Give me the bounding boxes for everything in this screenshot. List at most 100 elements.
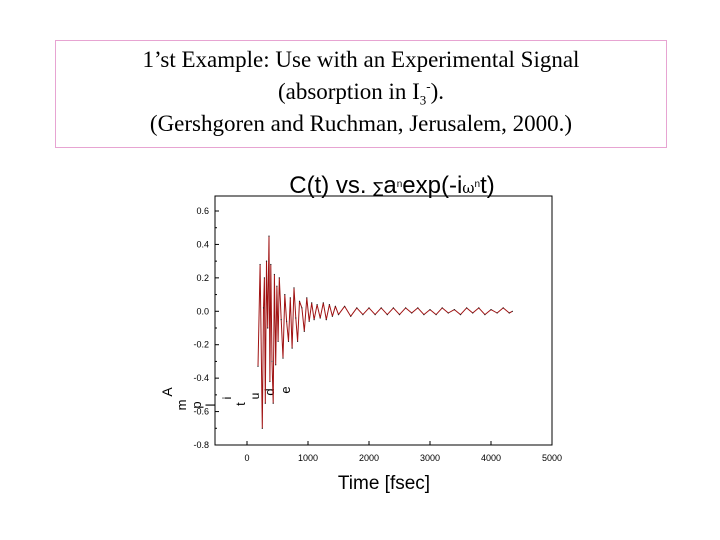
x-tick-label: 5000 (542, 453, 562, 463)
slide-title-line-1: 1’st Example: Use with an Experimental S… (142, 47, 580, 72)
data-point (267, 327, 269, 329)
x-tick-label: 3000 (420, 453, 440, 463)
data-point (362, 314, 364, 316)
data-point (331, 315, 333, 317)
data-point (286, 320, 288, 322)
data-point (490, 309, 492, 311)
data-point (275, 364, 277, 366)
data-point (261, 427, 263, 429)
y-tick-label: -0.6 (193, 407, 209, 417)
data-point (511, 310, 513, 312)
data-point (319, 317, 321, 319)
data-point (398, 314, 401, 316)
slide-title-line-3: (Gershgoren and Ruchman, Jerusalem, 2000… (149, 111, 573, 136)
data-point (276, 285, 278, 287)
data-point (270, 263, 272, 266)
data-point (380, 307, 382, 309)
data-point (350, 315, 352, 317)
data-point (297, 340, 299, 342)
data-point (435, 314, 437, 316)
data-point (374, 314, 376, 316)
data-point (459, 314, 462, 316)
data-point (316, 304, 318, 306)
data-point (313, 319, 315, 321)
data-point (301, 307, 303, 309)
data-point (429, 309, 431, 311)
plot-frame (214, 195, 553, 446)
data-point (262, 307, 265, 309)
data-point (268, 235, 270, 237)
data-point (334, 305, 336, 307)
data-point (508, 312, 510, 314)
y-axis-label-char: A (159, 387, 175, 397)
data-point (356, 307, 358, 309)
data-point (502, 307, 504, 309)
x-tick-label: 4000 (481, 453, 501, 463)
data-point (453, 309, 455, 311)
x-tick-label: 0 (244, 453, 249, 463)
data-point (405, 307, 407, 309)
slide-title-line-2: (absorption in I3-). (56, 76, 666, 108)
data-point (441, 307, 443, 309)
chart-title: C(t) vs. ∑anexp(-iωnt) (289, 172, 495, 199)
data-point (322, 302, 324, 304)
y-axis-ticks: 0.6 0.4 0.2 0.0 -0.2 -0.4 -0.6 -0.8 (193, 206, 219, 450)
data-point (289, 297, 291, 299)
data-point (466, 307, 468, 309)
slide-title-box: 1’st Example: Use with an Experimental S… (55, 40, 667, 148)
data-point (417, 307, 419, 309)
data-point (284, 294, 286, 296)
data-point (328, 304, 330, 306)
data-point (263, 277, 265, 279)
data-point (272, 402, 274, 404)
data-point (478, 307, 480, 309)
data-point (257, 365, 259, 367)
y-axis-label-char: u (248, 393, 262, 400)
data-point (280, 319, 282, 321)
data-point (287, 340, 290, 342)
data-point (423, 314, 425, 316)
data-point (264, 402, 266, 404)
y-axis-label-char: m (174, 400, 189, 411)
title-line-2-superscript: - (426, 78, 431, 94)
x-axis-label: Time [fsec] (338, 473, 430, 494)
data-point (265, 260, 268, 262)
data-point (337, 314, 340, 316)
data-point (291, 347, 293, 349)
title-line-2-post: ). (430, 79, 445, 104)
y-tick-label: 0.0 (196, 306, 209, 316)
data-point (386, 314, 388, 316)
data-point (269, 380, 271, 383)
y-axis-label-char: e (278, 386, 293, 393)
title-line-2-subscript: 3 (419, 92, 427, 108)
data-point (293, 287, 295, 289)
data-point (306, 297, 308, 299)
data-point (308, 320, 310, 322)
y-tick-label: 0.4 (196, 239, 209, 249)
data-series (257, 235, 513, 429)
y-tick-label: -0.4 (193, 373, 209, 383)
data-point (278, 277, 280, 279)
title-line-2-pre: (absorption in I (277, 79, 420, 104)
y-tick-label: 0.2 (196, 273, 209, 283)
x-tick-label: 2000 (359, 453, 379, 463)
y-tick-label: 0.6 (196, 206, 209, 216)
data-point (282, 357, 284, 359)
y-tick-label: -0.2 (193, 340, 209, 350)
data-point (411, 312, 413, 314)
data-point (496, 312, 498, 314)
y-axis-label-char: t (233, 402, 248, 406)
data-point (392, 307, 394, 309)
y-tick-label: -0.8 (193, 440, 209, 450)
y-axis-label-char: l (203, 403, 218, 406)
data-point (311, 302, 313, 304)
data-point (303, 330, 305, 332)
data-point (484, 314, 486, 316)
data-point (298, 300, 301, 302)
data-point (277, 340, 279, 342)
data-point (259, 263, 261, 266)
x-axis-ticks: 0 1000 2000 3000 4000 5000 (244, 441, 562, 463)
data-point (325, 319, 327, 321)
y-axis-label-char: d (262, 388, 277, 395)
